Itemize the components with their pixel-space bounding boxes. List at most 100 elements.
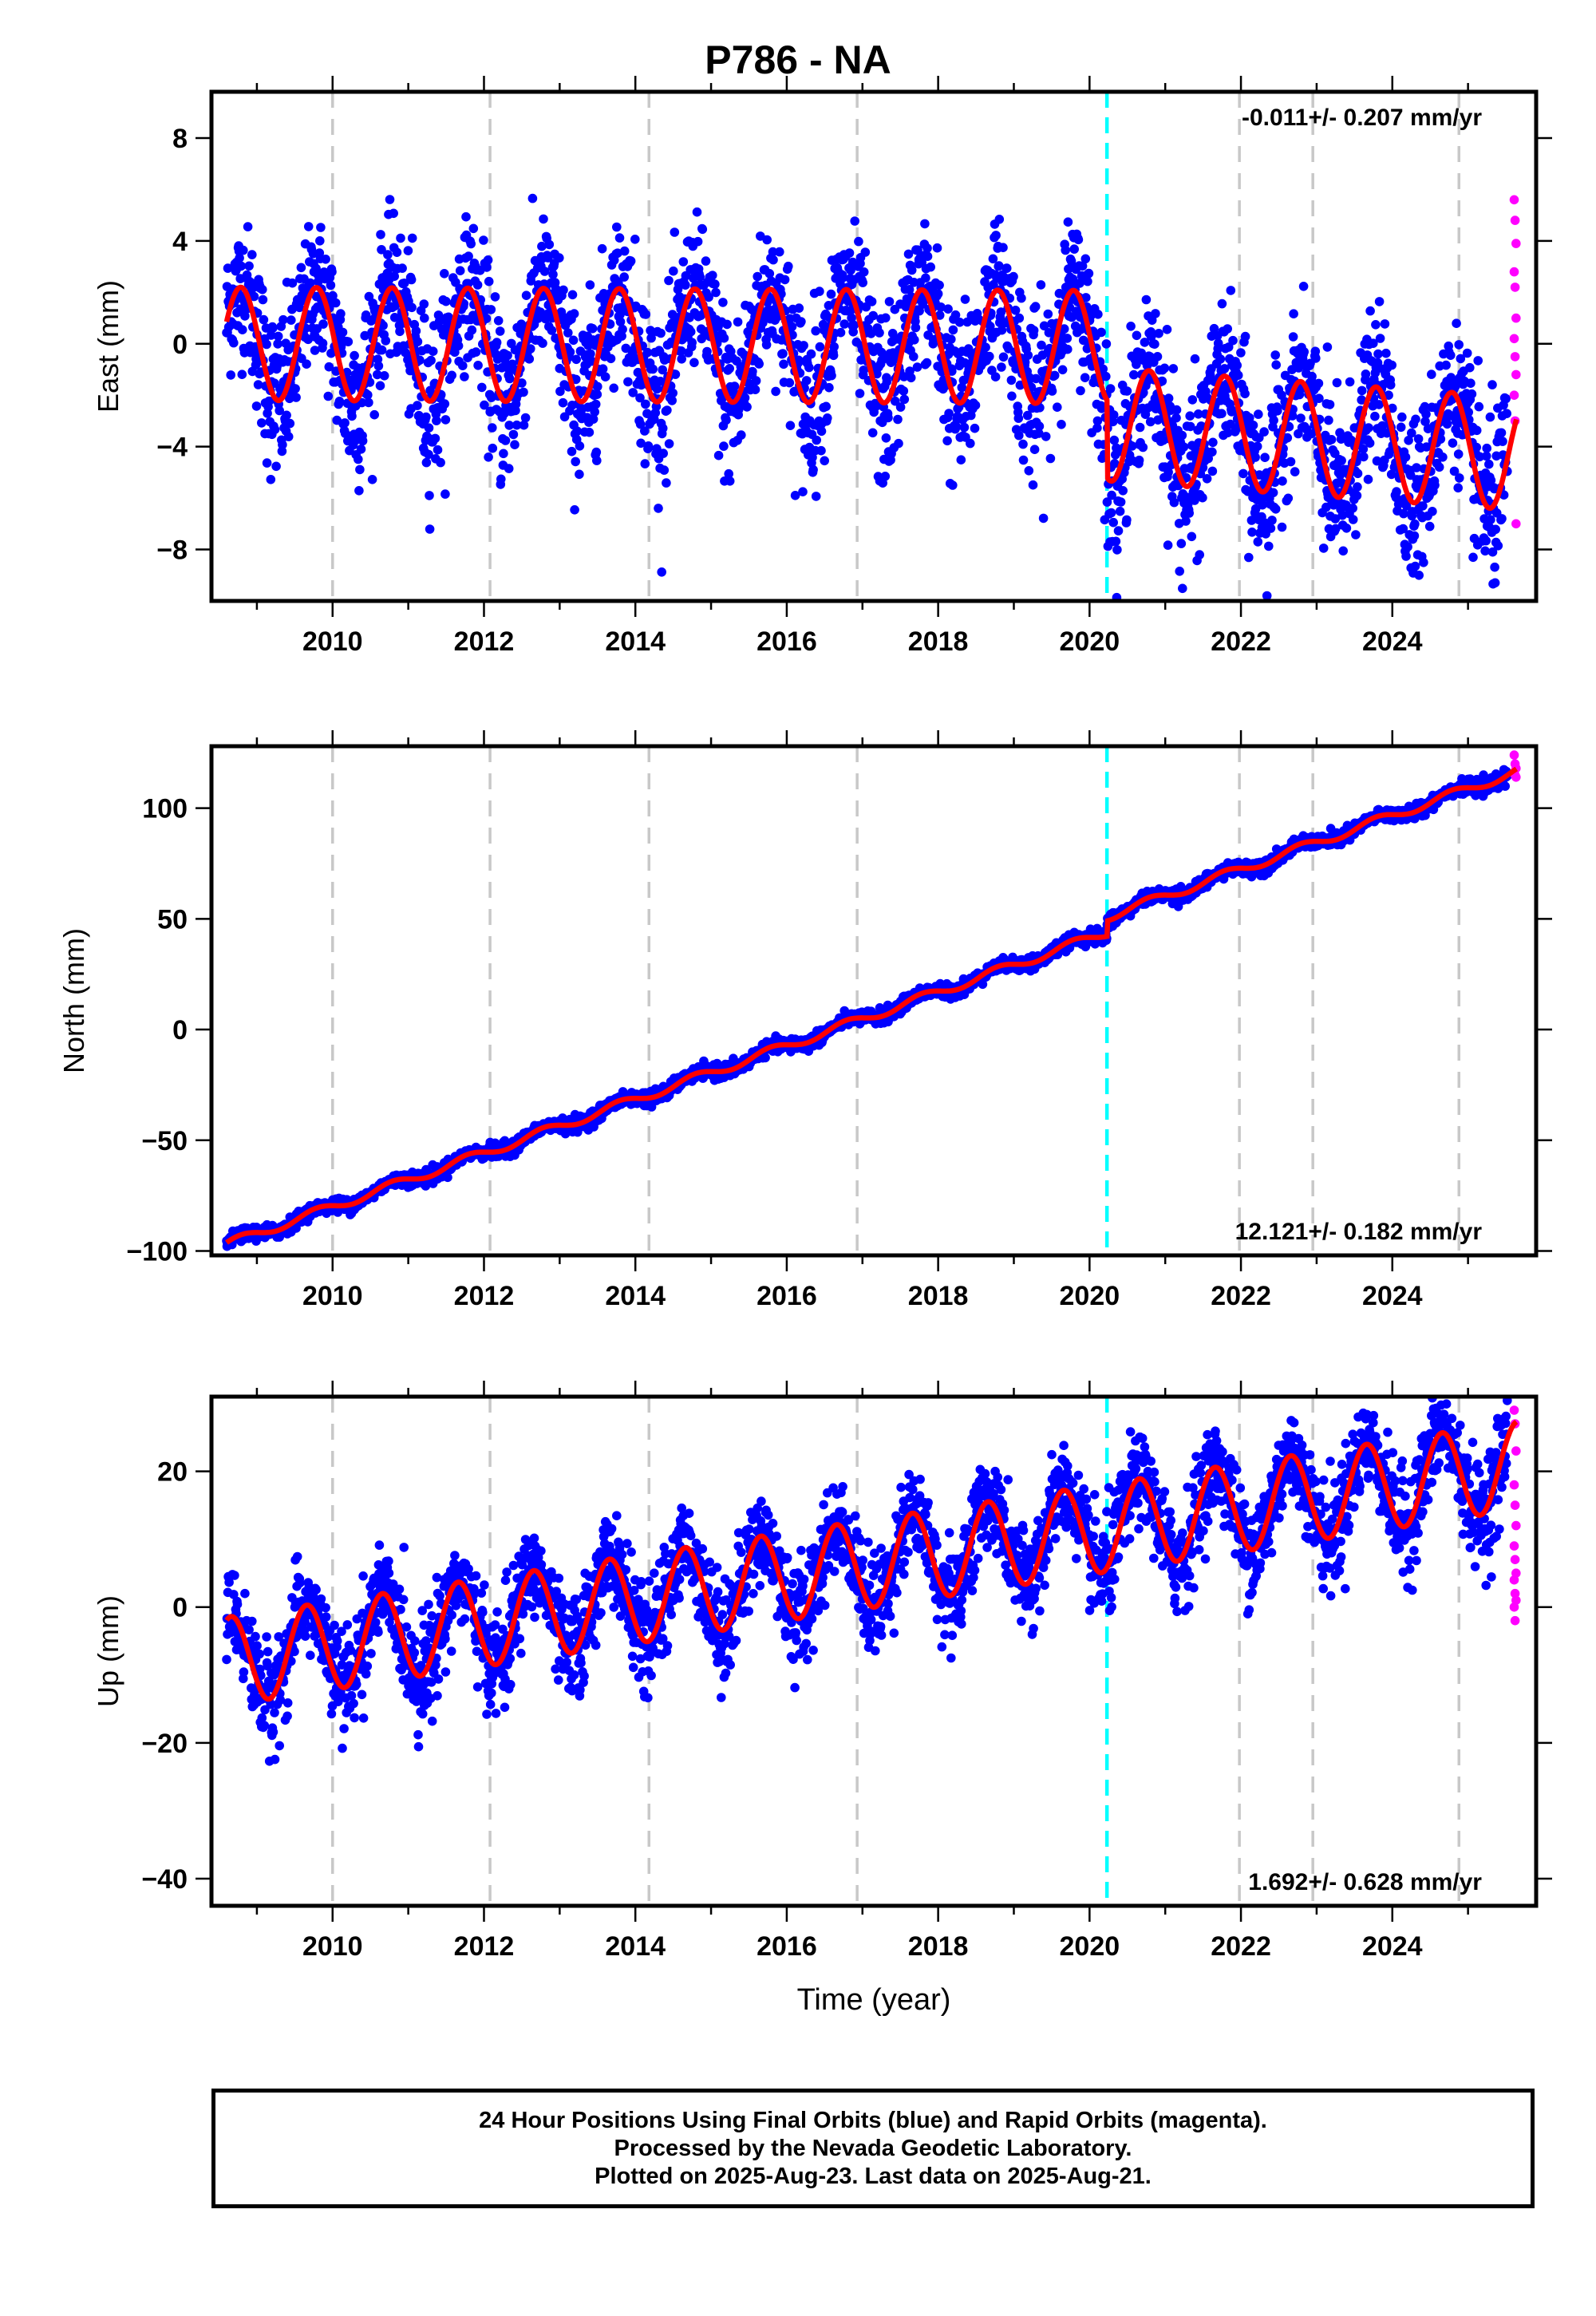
data-point (1037, 340, 1046, 350)
data-point (258, 294, 268, 305)
data-point (854, 236, 863, 247)
data-point (618, 324, 627, 334)
data-point (907, 265, 917, 275)
data-point (708, 271, 717, 280)
data-point (493, 316, 504, 326)
data-point (1357, 385, 1367, 396)
data-point (1118, 486, 1128, 496)
data-point (433, 445, 443, 455)
x-tick-label: 2012 (454, 626, 515, 657)
data-point (1254, 409, 1263, 419)
data-point (960, 294, 970, 304)
data-point (912, 362, 922, 372)
data-point (1427, 370, 1436, 379)
data-point (1080, 373, 1090, 383)
data-point (379, 371, 389, 381)
data-point (1299, 347, 1309, 357)
north-panel: 2010 2012 2014 2016 2018 2020 2022 2024−100−500… (57, 730, 1552, 1311)
data-point (903, 249, 914, 259)
data-point (1223, 342, 1234, 352)
data-point (780, 275, 790, 285)
data-point (911, 322, 921, 333)
data-point (990, 372, 1001, 382)
data-point (1092, 423, 1102, 433)
data-point (1001, 263, 1012, 273)
data-point (1419, 558, 1428, 567)
data-point (1374, 297, 1385, 306)
data-point (858, 278, 867, 287)
data-point (1181, 516, 1191, 526)
data-point (1464, 407, 1473, 417)
data-point (1098, 364, 1108, 374)
data-point (569, 309, 579, 318)
data-point (1047, 386, 1057, 396)
data-point (555, 386, 565, 397)
data-point (277, 446, 287, 456)
data-point (1038, 513, 1049, 524)
data-point (985, 351, 994, 362)
data-point (1453, 449, 1464, 459)
data-point (440, 399, 450, 409)
data-point (1010, 306, 1021, 315)
data-point (555, 253, 564, 263)
data-point (575, 469, 584, 480)
data-point (1247, 528, 1257, 537)
data-point (1223, 428, 1233, 437)
data-point (1410, 519, 1420, 529)
data-point (609, 383, 618, 393)
data-point (1101, 339, 1112, 349)
data-point (617, 331, 626, 341)
data-point (1485, 412, 1495, 422)
data-point (1102, 497, 1112, 507)
data-point (901, 302, 911, 312)
data-point (1140, 338, 1150, 347)
data-point (1119, 603, 1128, 613)
data-point (1086, 310, 1096, 321)
data-point (1446, 350, 1456, 361)
data-point (389, 271, 400, 282)
data-point (1024, 466, 1034, 476)
data-point (591, 447, 602, 457)
data-point (443, 1172, 452, 1183)
data-point (1168, 364, 1179, 373)
data-point (704, 292, 713, 302)
data-point (847, 313, 856, 323)
data-point (1081, 293, 1091, 302)
data-point (1207, 447, 1217, 457)
data-point (294, 302, 305, 313)
data-point (483, 255, 493, 265)
data-point (1007, 391, 1017, 401)
data-point (1424, 521, 1435, 532)
data-point (652, 444, 662, 453)
data-point (677, 354, 686, 364)
data-point (1043, 309, 1053, 319)
data-point (490, 292, 500, 302)
data-point (1410, 561, 1420, 571)
data-point (838, 273, 847, 283)
data-point (584, 427, 595, 437)
data-point (1177, 430, 1187, 441)
data-point (883, 413, 893, 423)
data-point (997, 325, 1007, 335)
data-point (1365, 438, 1375, 448)
data-point (1466, 378, 1476, 389)
data-point (1193, 409, 1203, 419)
data-point (1108, 417, 1118, 427)
data-point (1147, 329, 1156, 338)
data-point (654, 504, 663, 513)
data-point (1388, 403, 1397, 413)
data-point (1053, 402, 1062, 412)
data-point (1198, 492, 1207, 503)
data-point (1270, 504, 1281, 514)
rate-label: -0.011+/- 0.207 mm/yr (1242, 105, 1482, 131)
data-point (512, 420, 522, 430)
data-point (664, 275, 674, 286)
data-point (597, 243, 607, 254)
data-point (1396, 422, 1406, 433)
time-series-plots: 2010 2012 2014 2016 2018 2020 2022 2024−8−4048E… (57, 76, 1552, 2017)
data-point (710, 279, 720, 289)
data-point (913, 245, 922, 255)
data-point (742, 402, 752, 412)
data-point (642, 347, 653, 358)
data-point (909, 352, 918, 362)
